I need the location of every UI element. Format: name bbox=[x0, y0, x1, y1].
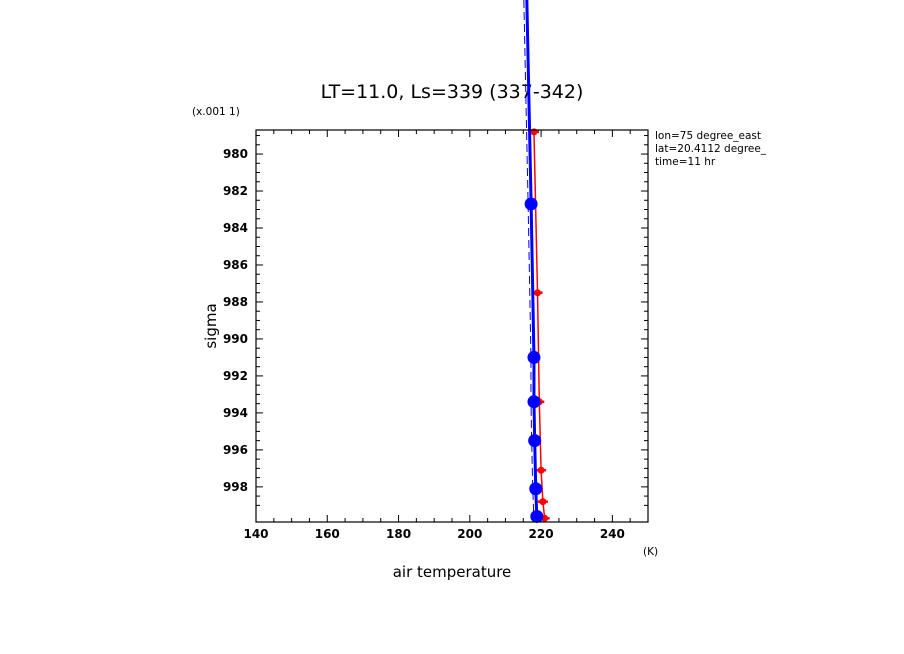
series-red-point bbox=[534, 289, 542, 297]
series-red-point bbox=[539, 498, 547, 506]
x-axis-title: air temperature bbox=[393, 563, 512, 581]
x-tick-label: 140 bbox=[243, 527, 268, 541]
y-tick-label: 992 bbox=[223, 369, 248, 383]
y-tick-label: 986 bbox=[223, 258, 248, 272]
y-axis-title: sigma bbox=[202, 303, 220, 348]
series-red-point bbox=[530, 128, 538, 136]
series-blue-point bbox=[524, 197, 538, 211]
annotation-time: time=11 hr bbox=[655, 156, 716, 168]
series-blue-point bbox=[527, 350, 541, 364]
annotation-lat: lat=20.4112 degree_ bbox=[655, 143, 767, 155]
series-blue-point bbox=[530, 509, 544, 523]
y-tick-label: 988 bbox=[223, 295, 248, 309]
chart-title: LT=11.0, Ls=339 (337-342) bbox=[321, 81, 584, 103]
y-tick-label: 984 bbox=[223, 221, 248, 235]
x-tick-label: 240 bbox=[600, 527, 625, 541]
x-unit-label: (K) bbox=[643, 546, 658, 558]
series-blue-point bbox=[528, 434, 542, 448]
y-tick-label: 982 bbox=[223, 184, 248, 198]
series-red-point bbox=[537, 466, 545, 474]
plot-frame bbox=[255, 129, 649, 523]
y-tick-label: 994 bbox=[223, 406, 248, 420]
y-tick-label: 996 bbox=[223, 443, 248, 457]
x-tick-label: 160 bbox=[315, 527, 340, 541]
x-tick-label: 200 bbox=[457, 527, 482, 541]
series-blue-point bbox=[529, 482, 543, 496]
y-tick-label: 990 bbox=[223, 332, 248, 346]
series-blue-point bbox=[527, 395, 541, 409]
x-tick-label: 180 bbox=[386, 527, 411, 541]
y-tick-label: 980 bbox=[223, 147, 248, 161]
y-scale-note: (x.001 1) bbox=[192, 106, 240, 118]
annotation-lon: lon=75 degree_east bbox=[655, 130, 761, 142]
x-tick-label: 220 bbox=[529, 527, 554, 541]
y-tick-label: 998 bbox=[223, 480, 248, 494]
